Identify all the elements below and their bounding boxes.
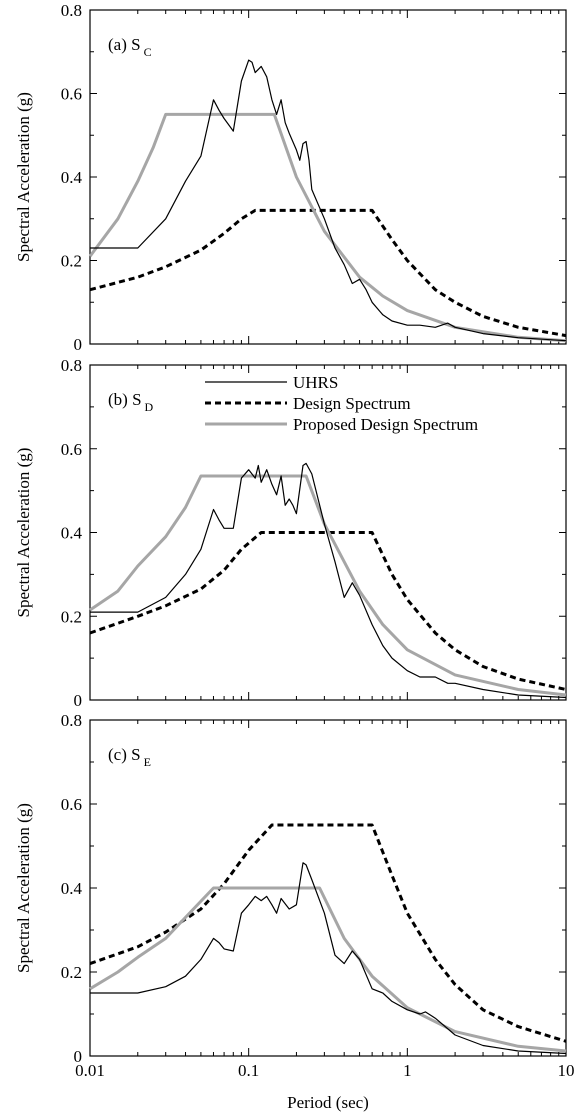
x-tick-label: 1 [403,1061,412,1080]
panel-a-chart: 0 0.2 0.4 0.6 0.8 Spectral Acceleration (g) (a… [14,1,567,354]
plot-frame [89,9,567,345]
plot-frame [89,719,567,1057]
legend-label: UHRS [293,373,338,392]
series-line-design-spectrum [89,531,567,691]
series-line-uhrs [90,59,567,342]
y-axis-label: Spectral Acceleration (g) [14,92,33,262]
series-line-proposed-design-spectrum [89,474,567,697]
y-tick-label: 0.2 [61,963,82,982]
legend-label: Proposed Design Spectrum [293,415,478,434]
y-tick-label: 0.8 [61,356,82,375]
y-tick-label: 0.6 [61,795,82,814]
y-tick-label: 0.8 [61,711,82,730]
panel-label-subscript: D [145,400,154,414]
y-tick-label: 0.6 [61,85,82,104]
panel-label-subscript: C [144,45,152,59]
y-axis-label: Spectral Acceleration (g) [14,803,33,973]
x-tick-label: 0.01 [75,1061,105,1080]
y-tick-label: 0.2 [61,607,82,626]
series-line-proposed-design-spectrum [88,112,567,343]
panel-label-subscript: E [144,755,151,769]
series-line-uhrs [90,862,567,1055]
y-tick-label: 0.6 [61,440,82,459]
x-axis-label: Period (sec) [287,1093,369,1112]
series-line-design-spectrum [89,823,567,1043]
y-tick-label: 0 [74,335,83,354]
y-axis-label: Spectral Acceleration (g) [14,448,33,618]
series-line-uhrs [90,462,567,699]
y-tick-label: 0.4 [61,524,83,543]
series-line-proposed-design-spectrum [89,886,567,1053]
y-tick-label: 0.4 [61,879,83,898]
x-tick-label: 0.1 [238,1061,259,1080]
y-tick-label: 0.4 [61,168,83,187]
y-tick-label: 0.8 [61,1,82,20]
panel-c-chart: 0 0.2 0.4 0.6 0.8 0.01 0.1 1 10 Spectral Accelera… [14,711,575,1080]
series-line-design-spectrum [89,208,567,338]
y-tick-label: 0.2 [61,252,82,271]
y-tick-label: 0 [74,1047,83,1066]
legend-label: Design Spectrum [293,394,411,413]
y-tick-label: 0 [74,691,83,710]
panel-b-chart: 0 0.2 0.4 0.6 0.8 Spectral Acceleration (g) (b… [14,356,567,710]
x-tick-label: 10 [558,1061,575,1080]
